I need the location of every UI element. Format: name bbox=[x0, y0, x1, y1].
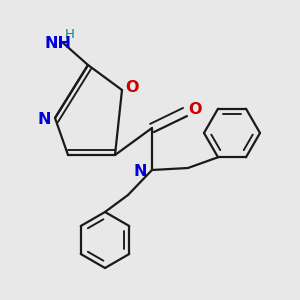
Text: NH: NH bbox=[44, 37, 71, 52]
Text: O: O bbox=[188, 103, 202, 118]
Text: H: H bbox=[65, 28, 75, 40]
Text: N: N bbox=[133, 164, 147, 179]
Text: O: O bbox=[125, 80, 139, 95]
Text: N: N bbox=[37, 112, 51, 127]
